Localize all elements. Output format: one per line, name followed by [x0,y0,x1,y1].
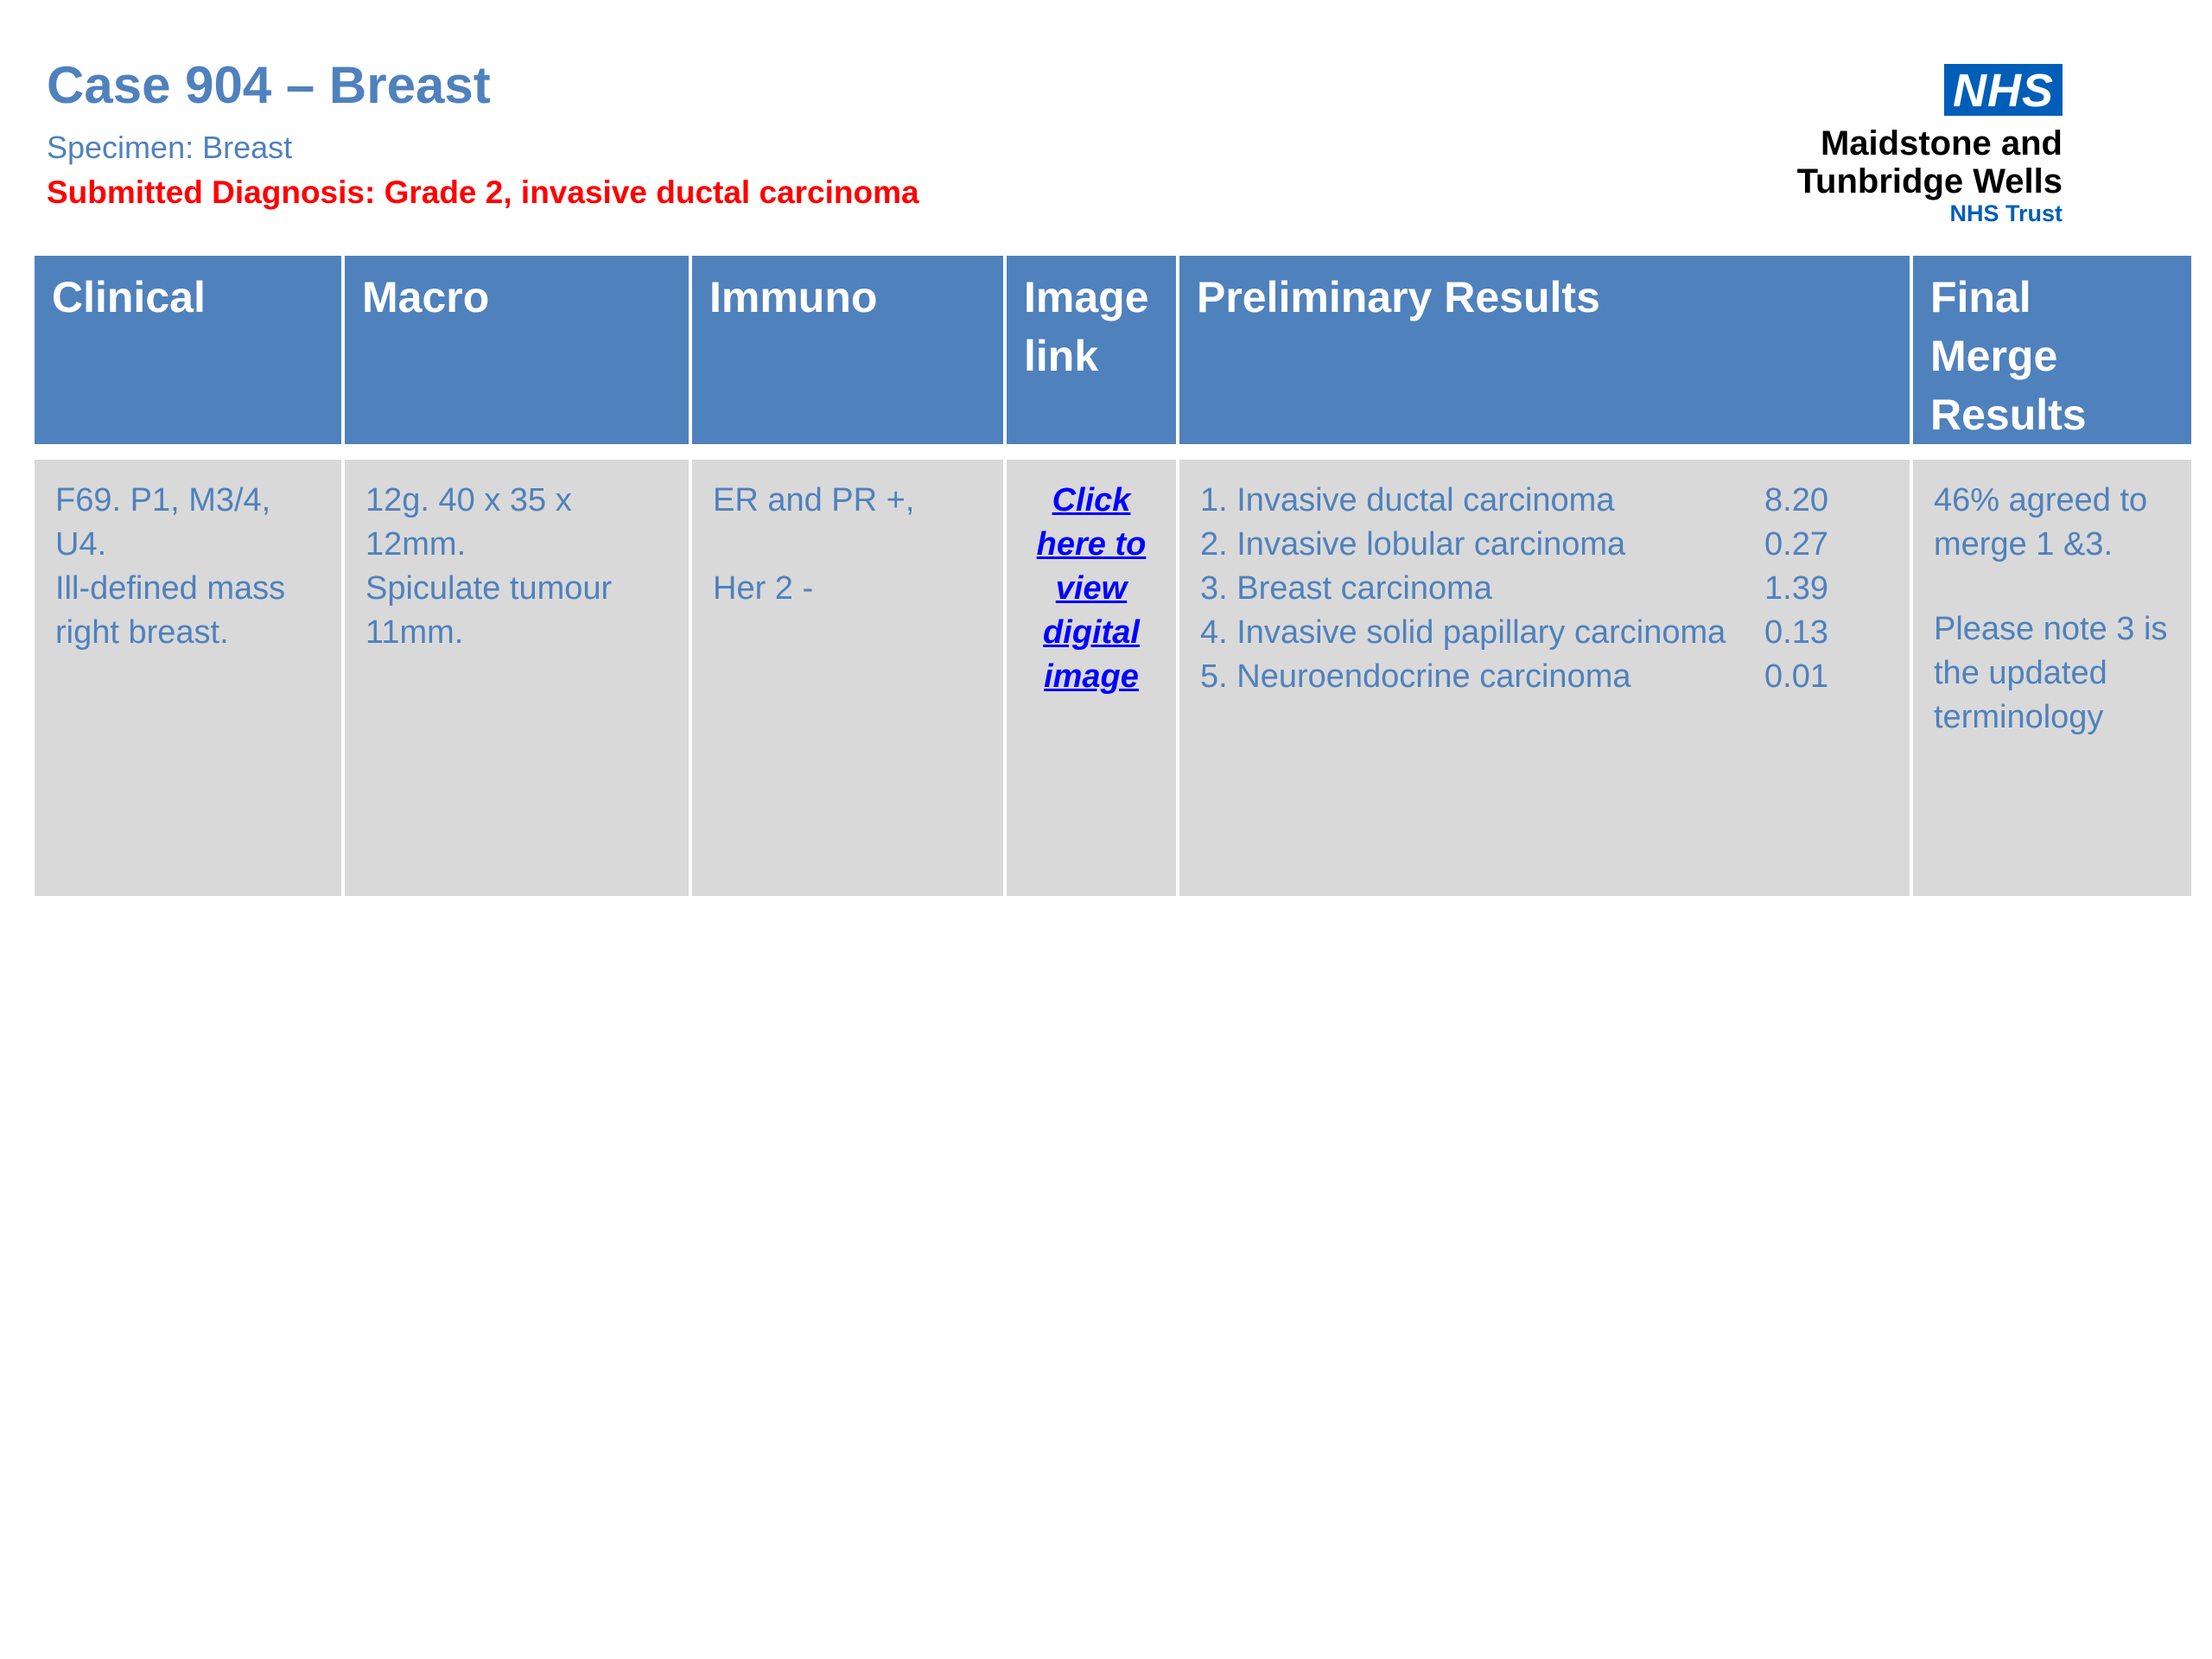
prelim-score-3: 1.39 [1764,570,1828,607]
logo-line-2: Tunbridge Wells [1796,162,2063,200]
link-line-2: here to [1036,526,1147,563]
logo-line-1: Maidstone and [1820,124,2063,162]
link-line-4: digital [1043,614,1140,651]
prelim-score-2: 0.27 [1764,526,1828,563]
prelim-result-2: 2. Invasive lobular carcinoma 0.27 [1200,523,1889,567]
final-line-2: merge 1 &3. [1934,526,2113,563]
specimen-label: Specimen: Breast [47,130,293,165]
final-line-1: 46% agreed to [1934,482,2148,518]
macro-line-4: 11mm. [365,614,464,651]
view-digital-image-link[interactable]: Click here to view digital image [1027,479,1155,699]
header-preliminary-results: Preliminary Results [1179,256,1910,444]
cell-final-merge-results: 46% agreed to merge 1 &3. Please note 3 … [1913,460,2191,896]
final-line-5: terminology [1934,699,2104,735]
header-image-link: Image link [1007,256,1176,444]
table-row: F69. P1, M3/4, U4. Ill-defined mass righ… [35,460,2191,896]
header-final-line-2: Merge [1930,332,2058,380]
cell-clinical: F69. P1, M3/4, U4. Ill-defined mass righ… [35,460,341,896]
header-macro-text: Macro [362,273,490,321]
prelim-result-3: 3. Breast carcinoma 1.39 [1200,567,1889,611]
immuno-line-1: ER and PR +, [713,482,915,518]
prelim-score-4: 0.13 [1764,614,1828,651]
header-image-link-line-2: link [1024,332,1099,380]
link-line-5: image [1044,658,1139,695]
cell-macro: 12g. 40 x 35 x 12mm. Spiculate tumour 11… [345,460,689,896]
case-results-table: Clinical Macro Immuno Image link Prelimi… [31,256,2195,896]
header-final-line-3: Results [1930,391,2087,439]
prelim-label-3: 3. Breast carcinoma [1200,570,1492,607]
header-final-merge-results: Final Merge Results [1913,256,2191,444]
clinical-line-4: right breast. [55,614,229,651]
immuno-line-2: Her 2 - [713,570,814,607]
prelim-score-5: 0.01 [1764,658,1828,695]
final-line-4: the updated [1934,655,2107,691]
link-line-3: view [1055,570,1128,607]
link-line-1: Click [1052,482,1131,518]
macro-line-2: 12mm. [365,526,467,563]
page-title: Case 904 – Breast [47,56,491,114]
header-clinical: Clinical [35,256,341,444]
macro-line-3: Spiculate tumour [365,570,613,607]
header-preliminary-text: Preliminary Results [1197,273,1600,321]
prelim-label-1: 1. Invasive ductal carcinoma [1200,482,1615,518]
prelim-score-1: 8.20 [1764,482,1828,518]
clinical-line-2: U4. [55,526,107,563]
clinical-line-1: F69. P1, M3/4, [55,482,271,518]
prelim-label-5: 5. Neuroendocrine carcinoma [1200,658,1631,695]
cell-preliminary-results: 1. Invasive ductal carcinoma 8.20 2. Inv… [1179,460,1910,896]
final-line-3: Please note 3 is [1934,611,2168,647]
header-immuno-text: Immuno [709,273,878,321]
prelim-result-4: 4. Invasive solid papillary carcinoma 0.… [1200,611,1889,655]
header-immuno: Immuno [692,256,1003,444]
logo-line-3: NHS Trust [1949,200,2063,226]
table-header-row: Clinical Macro Immuno Image link Prelimi… [35,256,2191,444]
prelim-result-5: 5. Neuroendocrine carcinoma 0.01 [1200,655,1889,699]
header-image-link-line-1: Image [1024,273,1149,321]
prelim-label-2: 2. Invasive lobular carcinoma [1200,526,1626,563]
cell-image-link: Click here to view digital image [1007,460,1176,896]
clinical-line-3: Ill-defined mass [55,570,286,607]
macro-line-1: 12g. 40 x 35 x [365,482,572,518]
nhs-trust-logo: NHS Maidstone and Tunbridge Wells NHS Tr… [1734,64,2063,237]
header-clinical-text: Clinical [52,273,206,321]
prelim-label-4: 4. Invasive solid papillary carcinoma [1200,614,1726,651]
cell-immuno: ER and PR +, Her 2 - [692,460,1003,896]
header-macro: Macro [345,256,689,444]
nhs-badge: NHS [1943,64,2063,116]
submitted-diagnosis: Submitted Diagnosis: Grade 2, invasive d… [47,175,919,210]
header-final-line-1: Final [1930,273,2031,321]
prelim-result-1: 1. Invasive ductal carcinoma 8.20 [1200,479,1889,523]
